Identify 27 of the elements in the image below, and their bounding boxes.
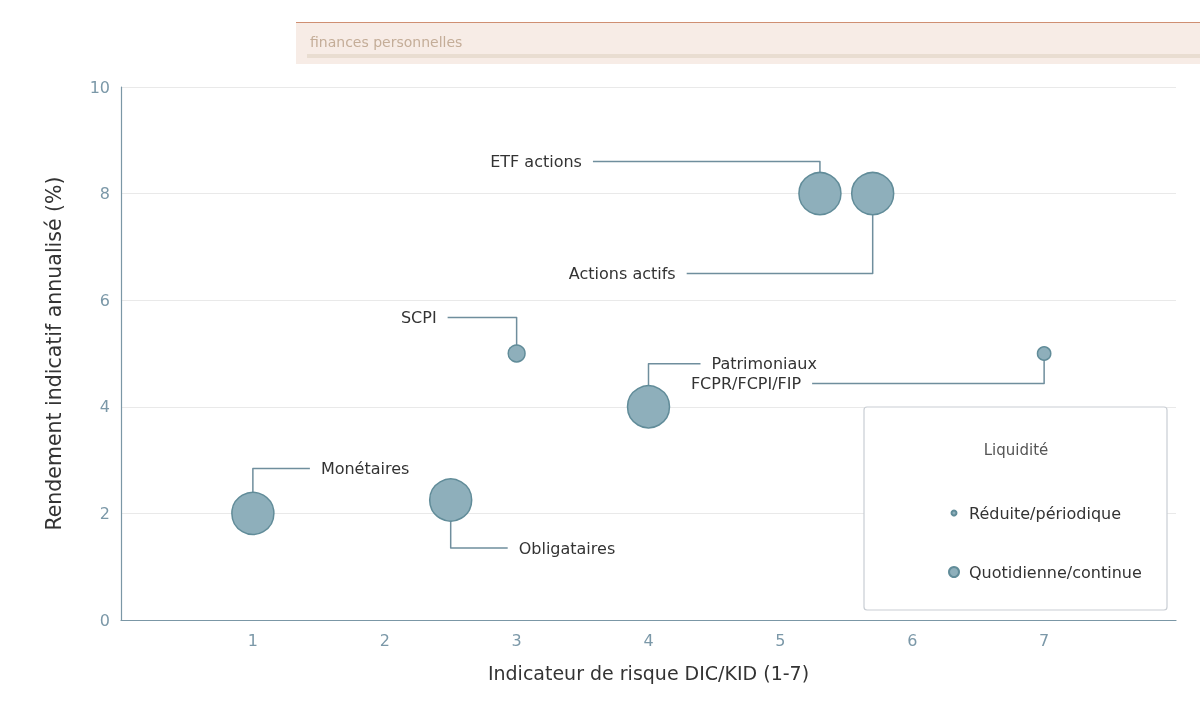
x-tick-label: 2 (379, 630, 390, 650)
annotation: Monétaires (320, 458, 410, 478)
chart-subtitle: finances personnelles (310, 34, 463, 50)
x-tick-label: 3 (511, 630, 522, 650)
legend-title: Liquidité (983, 441, 1049, 459)
annotation: Patrimoniaux (711, 354, 817, 374)
y-tick-label: 6 (99, 290, 110, 310)
annotation: Actions actifs (568, 264, 676, 284)
header-band: finances personnelles (296, 22, 1200, 64)
y-tick-label: 4 (99, 397, 110, 417)
legend-label: Quotidienne/continue (969, 562, 1142, 582)
x-tick-label: 7 (1039, 630, 1050, 650)
annotation: FCPR/FCPI/FIP (690, 374, 802, 393)
legend-label: Réduite/périodique (969, 503, 1122, 523)
annotation: ETF actions (490, 152, 582, 172)
x-tick-label: 5 (775, 630, 786, 650)
x-tick-label: 4 (643, 630, 654, 650)
annotation: SCPI (400, 308, 437, 327)
y-tick-label: 2 (99, 503, 110, 523)
x-tick-label: 1 (247, 630, 258, 650)
y-tick-label: 10 (89, 77, 110, 97)
y-tick-label: 8 (99, 184, 110, 204)
annotation: Obligataires (518, 538, 616, 558)
y-axis-title: Rendement indicatif annualisé (%) (41, 176, 66, 531)
x-tick-label: 6 (907, 630, 918, 650)
x-axis-title: Indicateur de risque DIC/KID (1-7) (487, 661, 810, 684)
y-tick-label: 0 (99, 610, 110, 630)
